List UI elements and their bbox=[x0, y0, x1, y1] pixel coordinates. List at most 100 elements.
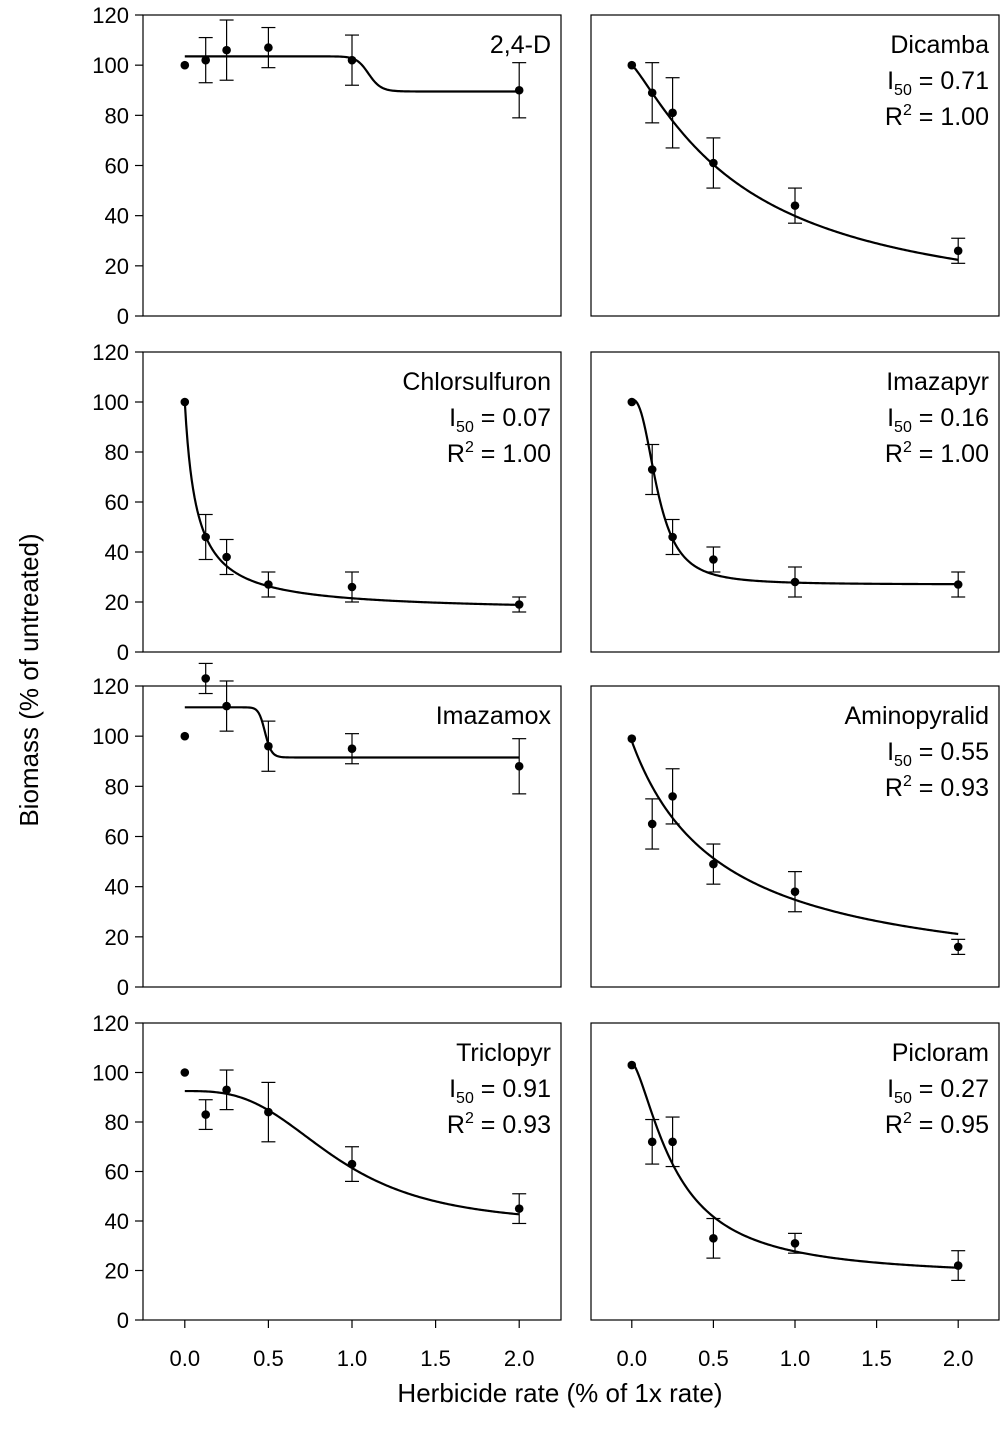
data-point bbox=[647, 465, 657, 474]
y-tick-label: 0 bbox=[117, 975, 129, 1000]
x-tick-label: 1.5 bbox=[420, 1346, 451, 1371]
x-tick-label: 0.0 bbox=[617, 1346, 648, 1371]
data-point bbox=[953, 246, 963, 256]
data-point bbox=[709, 555, 718, 564]
data-point bbox=[668, 532, 677, 542]
data-point bbox=[347, 1159, 357, 1169]
i50-annotation: I50 = 0.07 bbox=[449, 404, 551, 436]
data-point bbox=[222, 45, 231, 55]
panel-title: Picloram bbox=[892, 1039, 989, 1067]
r2-annotation: R2 = 1.00 bbox=[885, 102, 989, 131]
r2-annotation: R2 = 0.93 bbox=[885, 773, 989, 802]
y-tick-label: 80 bbox=[105, 440, 129, 465]
y-tick-label: 20 bbox=[105, 925, 129, 950]
data-point bbox=[647, 1137, 657, 1147]
y-tick-label: 80 bbox=[105, 774, 129, 799]
y-tick-label: 120 bbox=[92, 674, 129, 699]
data-point bbox=[180, 731, 190, 741]
data-point bbox=[264, 1107, 273, 1117]
data-point bbox=[347, 55, 357, 65]
y-tick-label: 80 bbox=[105, 103, 129, 128]
y-tick-label: 20 bbox=[105, 1259, 129, 1284]
x-tick-label: 2.0 bbox=[943, 1346, 974, 1371]
x-tick-label: 0.5 bbox=[253, 1346, 284, 1371]
y-tick-label: 40 bbox=[105, 540, 129, 565]
panel-title: Chlorsulfuron bbox=[402, 368, 551, 396]
data-point bbox=[201, 674, 210, 683]
y-tick-label: 60 bbox=[105, 154, 129, 179]
data-point bbox=[514, 761, 524, 771]
data-point bbox=[627, 397, 637, 407]
data-point bbox=[668, 1137, 677, 1147]
panel-title: 2,4-D bbox=[490, 31, 551, 59]
data-point bbox=[953, 1261, 963, 1270]
x-tick-label: 1.5 bbox=[861, 1346, 892, 1371]
panel-frame bbox=[590, 351, 1000, 653]
y-tick-label: 20 bbox=[105, 590, 129, 615]
panel-title: Imazamox bbox=[436, 702, 552, 730]
data-point bbox=[201, 532, 210, 542]
panel-7: 0.0 0.5 1.0 1.5 2.0 Picloram I50 = 0.27 R2 = 0.… bbox=[590, 1022, 1000, 1371]
panel-6: 0 20 40 60 80 100 120 0.0 0.5 1.0 1.5 2.0 Triclopyr I… bbox=[92, 1011, 562, 1371]
data-point bbox=[709, 1234, 718, 1243]
data-point bbox=[790, 887, 800, 896]
data-point bbox=[790, 1238, 800, 1248]
panel-frame bbox=[590, 685, 1000, 988]
y-tick-label: 100 bbox=[92, 1061, 129, 1086]
y-tick-label: 0 bbox=[117, 1308, 129, 1333]
panel-frame bbox=[590, 14, 1000, 317]
x-axis-label: Herbicide rate (% of 1x rate) bbox=[397, 1378, 722, 1408]
r2-annotation: R2 = 1.00 bbox=[447, 439, 551, 468]
x-tick-label: 2.0 bbox=[504, 1346, 535, 1371]
data-point bbox=[180, 1068, 190, 1077]
panel-frame bbox=[590, 1022, 1000, 1321]
panel-5: Aminopyralid I50 = 0.55 R2 = 0.93 bbox=[590, 685, 1000, 988]
panel-frame bbox=[142, 685, 562, 988]
data-point bbox=[201, 1110, 210, 1119]
y-tick-label: 40 bbox=[105, 204, 129, 229]
y-tick-label: 120 bbox=[92, 340, 129, 365]
y-tick-label: 120 bbox=[92, 1011, 129, 1036]
x-tick-label: 1.0 bbox=[337, 1346, 368, 1371]
panel-title: Triclopyr bbox=[456, 1039, 551, 1067]
data-point bbox=[709, 158, 718, 168]
data-point bbox=[222, 1085, 231, 1095]
data-point bbox=[180, 397, 190, 407]
data-point bbox=[790, 201, 800, 210]
data-point bbox=[647, 88, 657, 98]
panel-3: Imazapyr I50 = 0.16 R2 = 1.00 bbox=[590, 351, 1000, 653]
y-tick-label: 60 bbox=[105, 1160, 129, 1185]
data-point bbox=[514, 1204, 524, 1213]
panel-4: 0 20 40 60 80 100 120 Imazamox bbox=[92, 662, 562, 1000]
data-point bbox=[627, 60, 637, 70]
x-tick-label: 0.0 bbox=[170, 1346, 201, 1371]
y-tick-label: 80 bbox=[105, 1110, 129, 1135]
data-point bbox=[264, 43, 273, 52]
data-point bbox=[647, 819, 657, 829]
i50-annotation: I50 = 0.27 bbox=[887, 1075, 989, 1107]
y-tick-label: 60 bbox=[105, 825, 129, 850]
data-point bbox=[627, 734, 637, 743]
x-tick-label: 1.0 bbox=[780, 1346, 811, 1371]
data-point bbox=[222, 552, 231, 562]
y-tick-label: 20 bbox=[105, 254, 129, 279]
data-point bbox=[222, 701, 231, 711]
data-point bbox=[347, 582, 357, 592]
data-point bbox=[668, 108, 677, 118]
x-tick-label: 0.5 bbox=[698, 1346, 729, 1371]
y-tick-label: 60 bbox=[105, 490, 129, 515]
data-point bbox=[514, 600, 524, 609]
i50-annotation: I50 = 0.16 bbox=[887, 404, 989, 436]
panel-0: 0 20 40 60 80 100 120 2,4-D bbox=[92, 3, 562, 329]
i50-annotation: I50 = 0.71 bbox=[887, 67, 989, 99]
data-point bbox=[709, 859, 718, 869]
data-point bbox=[627, 1060, 637, 1070]
data-point bbox=[953, 942, 963, 952]
panel-frame bbox=[142, 351, 562, 653]
r2-annotation: R2 = 0.93 bbox=[447, 1110, 551, 1139]
panel-title: Dicamba bbox=[890, 31, 989, 59]
y-tick-label: 100 bbox=[92, 724, 129, 749]
panel-2: 0 20 40 60 80 100 120 Chlorsulfuron I50 = 0.07 R2… bbox=[92, 340, 562, 665]
panel-title: Imazapyr bbox=[886, 368, 989, 396]
